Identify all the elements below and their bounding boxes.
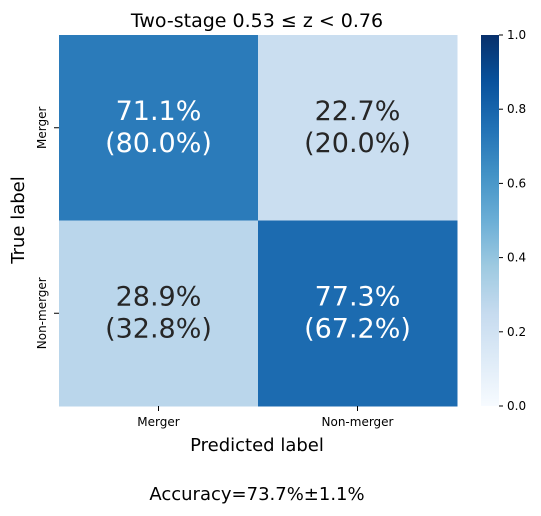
heatmap-cell-0-1 bbox=[258, 35, 458, 221]
heatmap-cells bbox=[59, 35, 458, 407]
x-axis-ticks: Merger Non-merger bbox=[137, 406, 394, 429]
heatmap-cell-0-0 bbox=[59, 35, 259, 221]
chart-title-prefix: Two-stage bbox=[130, 10, 233, 32]
colorbar-tick-label: 1.0 bbox=[507, 28, 526, 42]
accuracy-footer: Accuracy=73.7%±1.1% bbox=[149, 484, 364, 505]
chart-title: Two-stage 0.53 ≤ z < 0.76 bbox=[130, 10, 383, 32]
cell-subpercent-1-0: (32.8%) bbox=[105, 313, 212, 344]
y-tick-label: Merger bbox=[35, 106, 49, 148]
colorbar-tick-label: 0.4 bbox=[507, 251, 526, 265]
x-axis-label: Predicted label bbox=[190, 435, 324, 456]
cell-percent-0-1: 22.7% bbox=[315, 96, 401, 127]
y-axis-label: True label bbox=[8, 176, 29, 265]
cell-subpercent-0-0: (80.0%) bbox=[105, 128, 212, 159]
y-axis-ticks: Merger Non-merger bbox=[35, 106, 59, 349]
colorbar-tick-label: 0.6 bbox=[507, 176, 526, 190]
colorbar-ticks: 0.0 0.2 0.4 0.6 0.8 1.0 bbox=[499, 28, 526, 413]
x-tick-label: Non-merger bbox=[322, 415, 394, 429]
y-tick-label: Non-merger bbox=[35, 277, 49, 349]
colorbar-tick-label: 0.8 bbox=[507, 102, 526, 116]
colorbar-tick-label: 0.0 bbox=[507, 399, 526, 413]
heatmap-cell-1-0 bbox=[59, 220, 259, 407]
colorbar bbox=[481, 35, 499, 406]
cell-subpercent-1-1: (67.2%) bbox=[304, 313, 411, 344]
x-tick-label: Merger bbox=[137, 415, 179, 429]
chart-title-math: 0.53 ≤ z < 0.76 bbox=[233, 10, 384, 32]
cell-subpercent-0-1: (20.0%) bbox=[304, 128, 411, 159]
cell-percent-1-1: 77.3% bbox=[315, 281, 401, 312]
heatmap-cell-1-1 bbox=[258, 220, 458, 407]
cell-percent-1-0: 28.9% bbox=[116, 281, 202, 312]
colorbar-tick-label: 0.2 bbox=[507, 325, 526, 339]
cell-annotations: 71.1%(80.0%) 22.7%(20.0%) 28.9%(32.8%) 77.3… bbox=[105, 96, 411, 345]
cell-percent-0-0: 71.1% bbox=[116, 96, 202, 127]
